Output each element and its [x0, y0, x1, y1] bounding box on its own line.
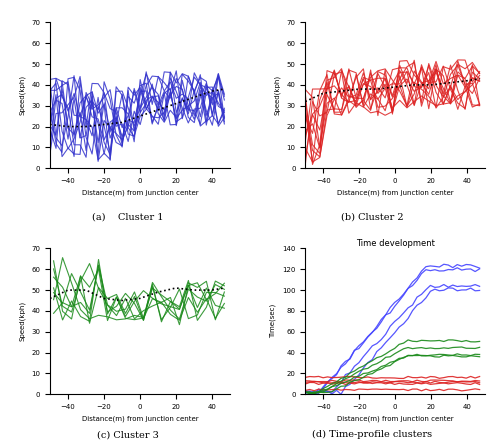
- Text: (b) Cluster 2: (b) Cluster 2: [341, 213, 404, 222]
- Title: Time development: Time development: [356, 239, 434, 248]
- Text: (d) Time-profile clusters: (d) Time-profile clusters: [312, 430, 432, 439]
- Text: (c) Cluster 3: (c) Cluster 3: [96, 430, 158, 439]
- X-axis label: Distance(m) from junction center: Distance(m) from junction center: [337, 415, 454, 422]
- Y-axis label: Speed(kph): Speed(kph): [274, 75, 281, 116]
- Y-axis label: Speed(kph): Speed(kph): [19, 301, 26, 341]
- X-axis label: Distance(m) from junction center: Distance(m) from junction center: [82, 190, 198, 196]
- Text: (a)    Cluster 1: (a) Cluster 1: [92, 213, 163, 222]
- X-axis label: Distance(m) from junction center: Distance(m) from junction center: [337, 190, 454, 196]
- Y-axis label: Time(sec): Time(sec): [270, 304, 276, 338]
- X-axis label: Distance(m) from junction center: Distance(m) from junction center: [82, 415, 198, 422]
- Y-axis label: Speed(kph): Speed(kph): [19, 75, 26, 116]
